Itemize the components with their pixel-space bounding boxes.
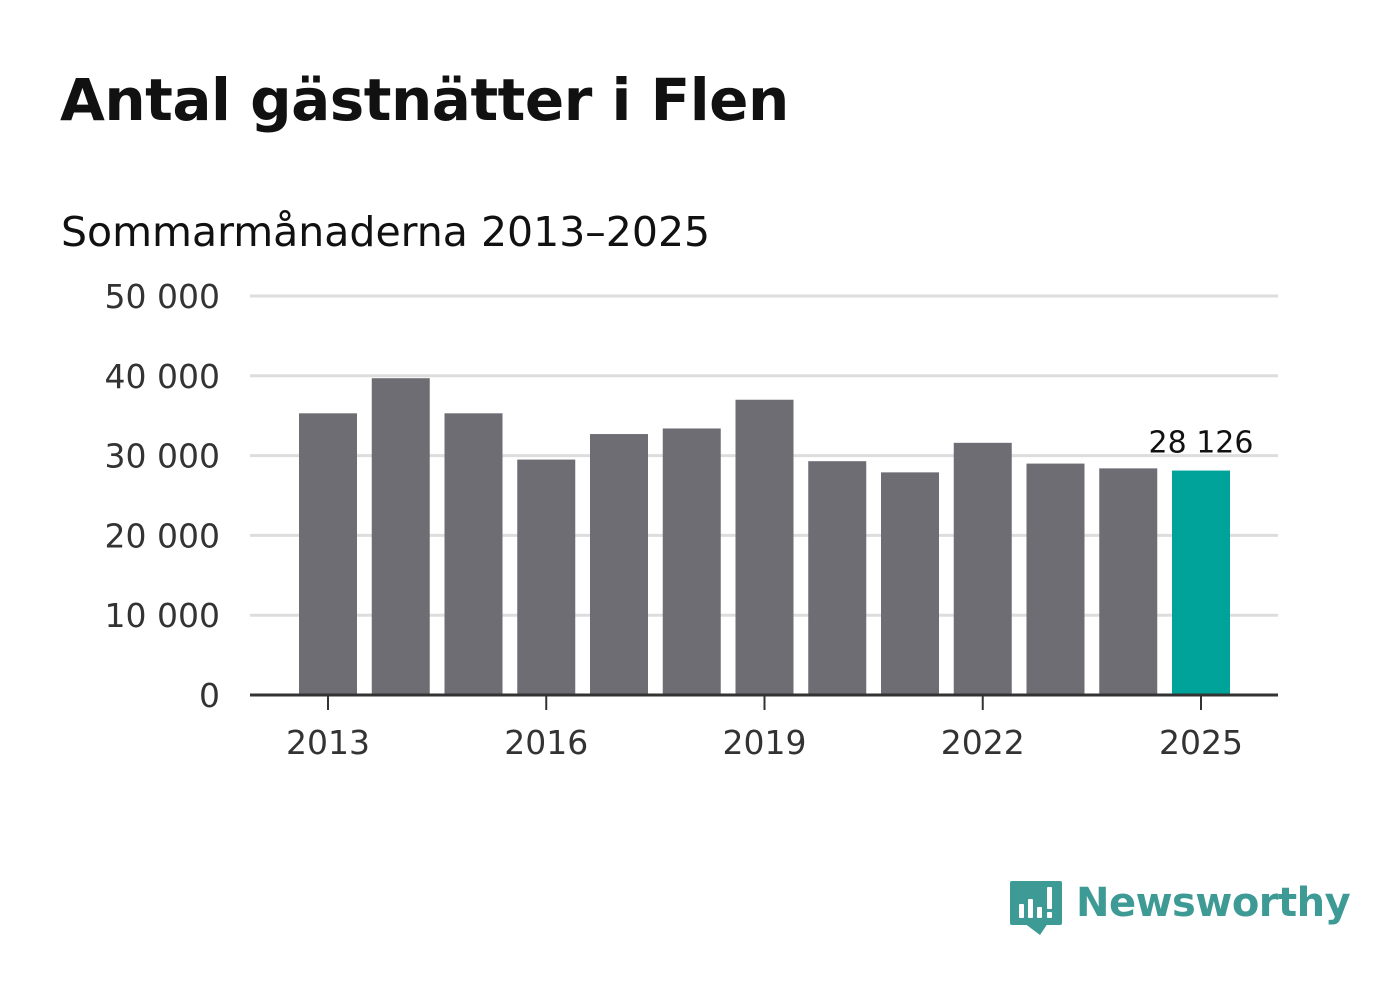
bar-2013 xyxy=(299,413,357,695)
bar-2014 xyxy=(371,378,430,695)
x-tick-label: 2013 xyxy=(286,723,370,762)
data-label-2025: 28 126 xyxy=(1149,426,1254,461)
bar-2022 xyxy=(953,442,1012,695)
y-tick-label: 0 xyxy=(199,676,220,715)
chart-title: Antal gästnätter i Flen xyxy=(60,66,789,134)
y-axis-tick-labels: 0 10 000 20 000 30 000 40 000 50 000 xyxy=(105,277,220,715)
bar-2016 xyxy=(517,459,576,695)
y-tick-label: 20 000 xyxy=(105,516,220,555)
x-tick-label: 2019 xyxy=(723,723,807,762)
y-tick-label: 10 000 xyxy=(105,596,220,635)
chart-subtitle: Sommarmånaderna 2013–2025 xyxy=(61,208,711,256)
bar-2025 xyxy=(1172,470,1230,695)
bar-2019 xyxy=(735,399,794,695)
y-tick-label: 30 000 xyxy=(105,437,220,476)
bar-2020 xyxy=(808,461,867,695)
bar-2023 xyxy=(1026,463,1085,695)
y-tick-label: 50 000 xyxy=(105,277,220,316)
x-tick-label: 2022 xyxy=(941,723,1025,762)
bar-2017 xyxy=(590,434,648,695)
x-tick-label: 2016 xyxy=(504,723,588,762)
brand-logo: Newsworthy xyxy=(1010,876,1351,940)
newsworthy-logo-icon xyxy=(1010,881,1062,935)
bar-2015 xyxy=(444,413,503,695)
x-tick-label: 2025 xyxy=(1159,723,1243,762)
y-tick-label: 40 000 xyxy=(105,357,220,396)
bar-2021 xyxy=(881,472,939,695)
x-axis-tick-labels: 2013 2016 2019 2022 2025 xyxy=(286,723,1243,762)
bar-2024 xyxy=(1099,468,1158,695)
data-labels: 28 126 xyxy=(1149,426,1254,461)
x-axis xyxy=(250,693,1278,710)
bars xyxy=(299,378,1230,695)
bar-2018 xyxy=(662,428,721,695)
bar-chart: 0 10 000 20 000 30 000 40 000 50 000 2013 2016… xyxy=(105,277,1278,762)
brand-name: Newsworthy xyxy=(1076,880,1351,926)
